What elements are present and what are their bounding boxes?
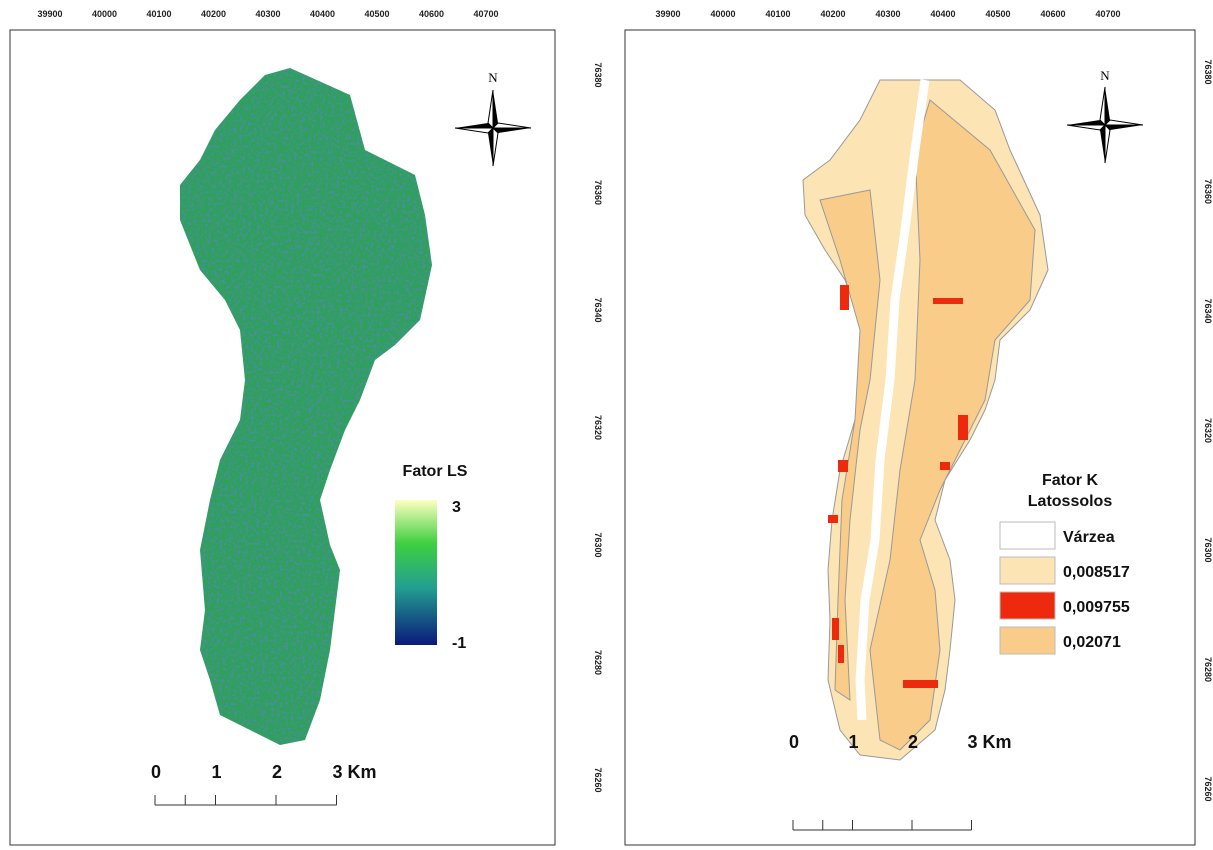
coordinate-label: 40300 <box>875 9 900 19</box>
scale-label: 1 <box>849 732 859 752</box>
coordinate-label: 76360 <box>1203 179 1213 204</box>
legend-title: Fator K <box>1042 472 1098 489</box>
scale-label: 1 <box>212 762 222 782</box>
coordinate-label: 40200 <box>820 9 845 19</box>
coordinate-label: 40000 <box>92 9 117 19</box>
coordinate-label: 40000 <box>710 9 735 19</box>
coordinate-label: 76380 <box>1203 59 1213 84</box>
coordinate-label: 76320 <box>593 415 603 440</box>
legend-max: 3 <box>452 499 461 516</box>
legend-swatch <box>1000 557 1055 584</box>
coordinate-label: 76280 <box>593 650 603 675</box>
coordinate-label: 76300 <box>1203 537 1213 562</box>
maps: N Fator LS 3 -1 N Fator K Latossolos 399… <box>0 0 1213 850</box>
coordinate-label: 40700 <box>1095 9 1120 19</box>
legend-swatch <box>1000 522 1055 549</box>
scale-label: 0 <box>789 732 799 752</box>
coordinate-label: 40500 <box>985 9 1010 19</box>
coordinate-label: 76340 <box>593 297 603 322</box>
coordinate-label: 40100 <box>146 9 171 19</box>
legend-title: Fator LS <box>403 463 468 480</box>
coordinate-label: 76340 <box>1203 298 1213 323</box>
scale-label: 0 <box>151 762 161 782</box>
coordinate-label: 40200 <box>201 9 226 19</box>
coordinate-label: 76320 <box>1203 418 1213 443</box>
coordinate-label: 40600 <box>419 9 444 19</box>
scale-label: 3 Km <box>968 732 1012 752</box>
coordinate-label: 40700 <box>473 9 498 19</box>
coordinate-label: 40400 <box>930 9 955 19</box>
legend-min: -1 <box>452 635 466 652</box>
legend-label: 0,009755 <box>1063 599 1130 616</box>
coordinate-label: 76260 <box>1203 776 1213 801</box>
scale-label: 2 <box>272 762 282 782</box>
coordinate-label: 39900 <box>37 9 62 19</box>
legend-swatch <box>1000 627 1055 654</box>
coordinate-label: 76360 <box>593 180 603 205</box>
coordinate-label: 40500 <box>364 9 389 19</box>
color-bar <box>395 500 437 645</box>
coordinate-label: 76280 <box>1203 657 1213 682</box>
legend-title: Latossolos <box>1028 493 1113 510</box>
legend-label: Várzea <box>1063 529 1115 546</box>
legend-label: 0,008517 <box>1063 564 1130 581</box>
coordinate-label: 76380 <box>593 62 603 87</box>
coordinate-label: 76260 <box>593 767 603 792</box>
legend-swatch <box>1000 592 1055 619</box>
coordinate-label: 39900 <box>655 9 680 19</box>
coordinate-label: 76300 <box>593 532 603 557</box>
coordinate-label: 40300 <box>255 9 280 19</box>
coordinate-label: 40400 <box>310 9 335 19</box>
scale-label: 2 <box>908 732 918 752</box>
north-label: N <box>1100 68 1110 83</box>
north-label: N <box>488 70 498 85</box>
coordinate-label: 40600 <box>1040 9 1065 19</box>
scale-label: 3 Km <box>333 762 377 782</box>
legend-label: 0,02071 <box>1063 634 1121 651</box>
coordinate-label: 40100 <box>765 9 790 19</box>
